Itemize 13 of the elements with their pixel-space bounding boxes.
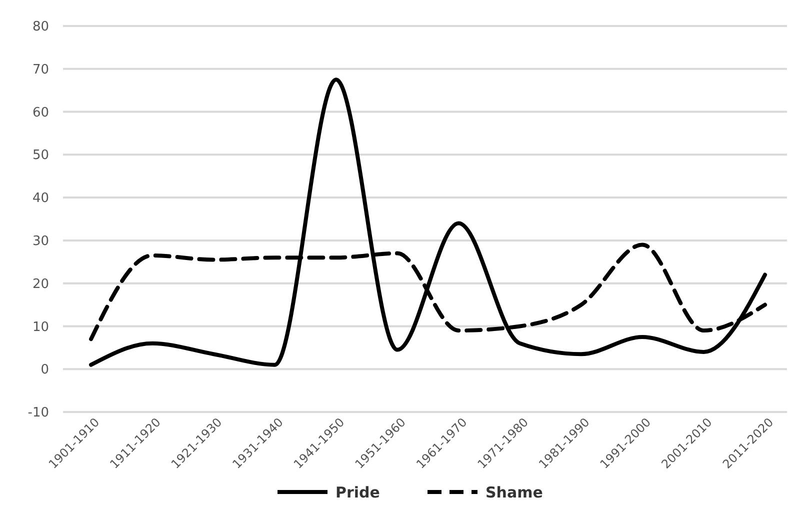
legend-label: Shame	[486, 483, 543, 502]
legend-label: Pride	[336, 483, 380, 502]
y-tick-label: 40	[32, 191, 49, 206]
y-tick-label: 70	[32, 62, 49, 78]
y-tick-label: 30	[32, 234, 49, 249]
y-tick-label: 0	[40, 362, 49, 378]
y-tick-label: 50	[32, 148, 49, 164]
y-tick-label: 20	[32, 276, 49, 292]
y-tick-label: 60	[32, 105, 49, 120]
y-tick-label: -10	[28, 406, 49, 421]
line-series	[89, 78, 767, 367]
y-tick-label: 10	[32, 320, 49, 335]
y-tick-label: 80	[32, 20, 49, 35]
